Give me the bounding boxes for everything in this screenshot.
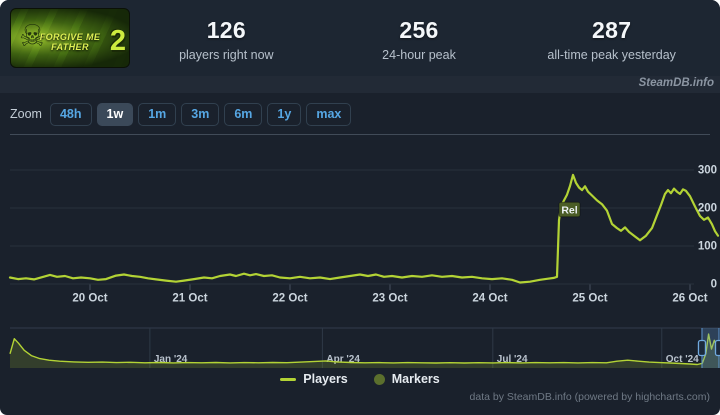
stats-header: ☠ FORGIVE ME FATHER 2 126 players right … bbox=[0, 0, 720, 76]
navigator-axis-label: Apr '24 bbox=[326, 354, 360, 365]
zoom-button-1y[interactable]: 1y bbox=[267, 102, 302, 126]
navigator-selection[interactable] bbox=[701, 328, 720, 368]
stat-label: 24-hour peak bbox=[382, 47, 456, 62]
stats-row: 126 players right now 256 24-hour peak 2… bbox=[130, 0, 708, 76]
navigator-area bbox=[10, 334, 720, 368]
x-axis-label: 20 Oct bbox=[72, 293, 107, 305]
y-axis-label: 100 bbox=[698, 241, 717, 253]
y-axis-label: 300 bbox=[698, 165, 717, 177]
watermark-band: SteamDB.info bbox=[0, 76, 720, 93]
stat-value: 287 bbox=[592, 16, 632, 43]
navigator-track[interactable] bbox=[10, 328, 720, 368]
chart-legend: Players Markers bbox=[0, 372, 720, 386]
banner-title-line1: FORGIVE ME bbox=[39, 32, 101, 42]
stat-alltime-peak: 287 all-time peak yesterday bbox=[515, 0, 708, 76]
legend-item-markers[interactable]: Markers bbox=[373, 372, 440, 386]
navigator-axis-label: Oct '24 bbox=[666, 354, 699, 365]
x-axis-label: 23 Oct bbox=[372, 293, 407, 305]
x-axis-label: 25 Oct bbox=[572, 293, 607, 305]
release-marker-label: Rel bbox=[561, 204, 577, 216]
zoom-range-selector: Zoom 48h 1w 1m 3m 6m 1y max bbox=[10, 101, 356, 127]
markers-dot-swatch-icon bbox=[373, 373, 385, 385]
stat-current-players: 126 players right now bbox=[130, 0, 323, 76]
zoom-buttons: 48h 1w 1m 3m 6m 1y max bbox=[49, 102, 356, 126]
navigator-axis-label: Jan '24 bbox=[154, 354, 188, 365]
zoom-button-3m[interactable]: 3m bbox=[181, 102, 220, 126]
x-axis-label: 22 Oct bbox=[272, 293, 307, 305]
x-axis-label: 21 Oct bbox=[172, 293, 207, 305]
zoom-button-max[interactable]: max bbox=[306, 102, 352, 126]
banner-title-line2: FATHER bbox=[51, 42, 89, 53]
players-chart[interactable]: 0 100 200 300 20 Oct 21 Oct 22 Oct 23 Oct 24 Oct… bbox=[0, 140, 720, 312]
zoom-button-6m[interactable]: 6m bbox=[224, 102, 263, 126]
navigator-line bbox=[9, 333, 720, 366]
stat-24h-peak: 256 24-hour peak bbox=[323, 0, 516, 76]
divider bbox=[10, 134, 710, 135]
navigator[interactable]: Jan '24 Apr '24 Jul '24 Oct '24 bbox=[0, 326, 720, 372]
zoom-label: Zoom bbox=[10, 107, 42, 121]
legend-label: Markers bbox=[391, 372, 440, 386]
navigator-axis-label: Jul '24 bbox=[497, 354, 528, 365]
y-axis-label: 0 bbox=[711, 279, 717, 291]
zoom-button-48h[interactable]: 48h bbox=[49, 102, 92, 126]
x-axis-label: 26 Oct bbox=[672, 293, 707, 305]
steamdb-watermark[interactable]: SteamDB.info bbox=[638, 77, 714, 89]
y-axis-label: 200 bbox=[698, 203, 717, 215]
banner-title: FORGIVE ME FATHER bbox=[35, 32, 105, 53]
zoom-button-1w[interactable]: 1w bbox=[96, 102, 134, 126]
navigator-handle-left[interactable] bbox=[697, 339, 707, 357]
players-line-swatch-icon bbox=[280, 377, 297, 381]
zoom-button-1m[interactable]: 1m bbox=[138, 102, 177, 126]
players-line bbox=[8, 173, 720, 284]
stat-label: all-time peak yesterday bbox=[547, 47, 676, 62]
legend-label: Players bbox=[303, 372, 348, 386]
legend-item-players[interactable]: Players bbox=[280, 372, 348, 386]
stat-value: 126 bbox=[206, 16, 246, 43]
stat-value: 256 bbox=[399, 16, 439, 43]
chart-credit[interactable]: data by SteamDB.info (powered by highcha… bbox=[469, 391, 710, 403]
skull-art-icon: ☠ bbox=[19, 20, 46, 53]
navigator-handle-right[interactable] bbox=[714, 339, 720, 357]
x-axis-label: 24 Oct bbox=[472, 293, 507, 305]
game-banner[interactable]: ☠ FORGIVE ME FATHER 2 bbox=[10, 8, 130, 68]
release-marker[interactable]: Rel bbox=[558, 201, 581, 218]
banner-sequel-number: 2 bbox=[109, 25, 126, 57]
chart-plot-area[interactable] bbox=[10, 144, 718, 285]
stat-label: players right now bbox=[179, 47, 274, 62]
release-marker-badge bbox=[558, 201, 581, 218]
